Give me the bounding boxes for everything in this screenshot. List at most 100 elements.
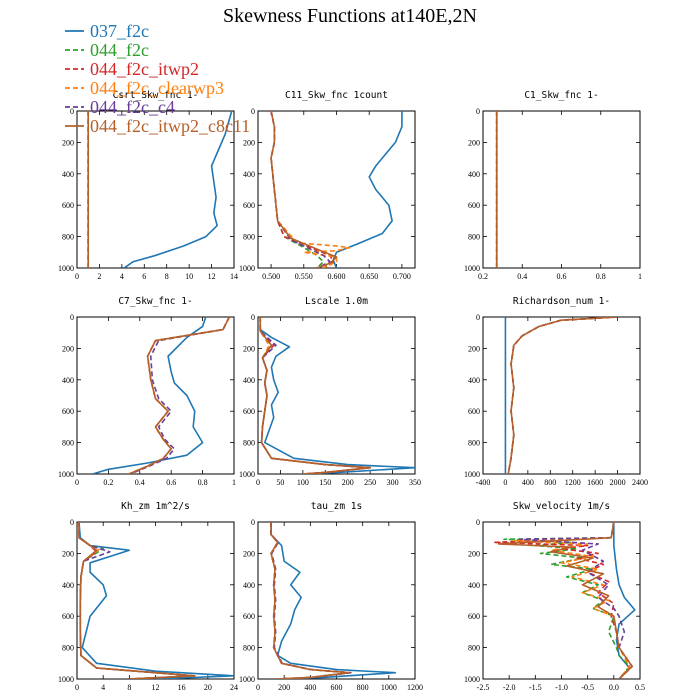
- y-tick-label: 400: [243, 170, 255, 179]
- y-tick-label: 600: [62, 612, 74, 621]
- y-tick-label: 1000: [58, 675, 74, 684]
- series-group: [78, 522, 234, 679]
- y-tick-label: 400: [468, 376, 480, 385]
- chart-panel: C11_Skw_fnc 1count 0 200 400 600 800 1000 0.500…: [239, 90, 416, 281]
- series-line: [259, 317, 415, 474]
- chart-panel: Skw_velocity 1m/s 0 200 400 600 800 1000-2.5 -2…: [464, 501, 645, 692]
- panel-title: C11_Skw_fnc 1count: [285, 90, 388, 101]
- x-tick-label: 0.700: [393, 272, 411, 281]
- y-tick-label: 0: [476, 107, 480, 116]
- x-tick-label: 350: [409, 478, 421, 487]
- y-tick-label: 400: [62, 170, 74, 179]
- y-tick-label: 400: [243, 581, 255, 590]
- y-tick-label: 400: [62, 376, 74, 385]
- series-line: [270, 522, 351, 679]
- y-tick-label: 400: [62, 581, 74, 590]
- series-line: [128, 317, 231, 474]
- series-line: [507, 317, 618, 474]
- x-tick-label: 0.4: [517, 272, 527, 281]
- series-group: [270, 111, 403, 268]
- series-line: [78, 522, 234, 679]
- x-tick-label: 0.550: [295, 272, 313, 281]
- legend-label: 044_f2c_itwp2_c8c11: [90, 116, 250, 136]
- series-group: [87, 111, 233, 268]
- y-tick-label: 800: [62, 644, 74, 653]
- series-line: [123, 111, 233, 268]
- panel-title: Kh_zm 1m^2/s: [121, 501, 190, 512]
- x-tick-label: 0: [256, 683, 260, 692]
- x-tick-label: 0.0: [609, 683, 619, 692]
- series-line: [507, 317, 618, 474]
- plot-frame: [482, 316, 641, 475]
- y-tick-label: 1000: [239, 264, 255, 273]
- x-tick-label: 0.5: [635, 683, 645, 692]
- series-line: [270, 522, 351, 679]
- x-tick-label: 800: [544, 478, 556, 487]
- series-group: [270, 522, 397, 679]
- x-tick-label: 0.2: [103, 478, 113, 487]
- legend-label: 037_f2c: [90, 21, 149, 41]
- plot-frame: [257, 316, 416, 475]
- x-tick-label: 200: [278, 683, 290, 692]
- y-tick-label: 600: [468, 612, 480, 621]
- x-tick-label: 0.6: [557, 272, 567, 281]
- series-line: [513, 522, 631, 679]
- y-tick-label: 400: [468, 170, 480, 179]
- legend: 037_f2c044_f2c044_f2c_itwp2044_f2c_clear…: [65, 21, 250, 136]
- y-tick-label: 600: [62, 201, 74, 210]
- y-tick-label: 1000: [239, 675, 255, 684]
- series-line: [270, 522, 351, 679]
- x-tick-label: 0.600: [328, 272, 346, 281]
- panel-title: Skw_velocity 1m/s: [513, 501, 610, 512]
- x-tick-label: 14: [230, 272, 238, 281]
- y-tick-label: 0: [476, 518, 480, 527]
- x-tick-label: 0: [256, 478, 260, 487]
- x-tick-label: -2.5: [477, 683, 490, 692]
- y-tick-label: 800: [243, 233, 255, 242]
- series-line: [92, 317, 207, 474]
- series-line: [130, 317, 231, 474]
- x-tick-label: 0: [75, 272, 79, 281]
- series-line: [78, 522, 196, 679]
- x-tick-label: 4: [120, 272, 124, 281]
- series-line: [270, 522, 351, 679]
- y-tick-label: 400: [468, 581, 480, 590]
- x-tick-label: 300: [387, 478, 399, 487]
- panel-title: C7_Skw_fnc 1-: [118, 296, 192, 307]
- y-tick-label: 200: [62, 549, 74, 558]
- x-tick-label: 0: [75, 478, 79, 487]
- legend-label: 044_f2c_itwp2: [90, 59, 199, 79]
- y-tick-label: 1000: [464, 675, 480, 684]
- y-tick-label: 800: [62, 233, 74, 242]
- y-tick-label: 1000: [239, 470, 255, 479]
- x-tick-label: -1.5: [529, 683, 542, 692]
- y-tick-label: 800: [468, 233, 480, 242]
- x-tick-label: 50: [276, 478, 284, 487]
- x-tick-label: 1200: [565, 478, 581, 487]
- series-line: [507, 317, 618, 474]
- x-tick-label: 1: [638, 272, 642, 281]
- plot-frame: [482, 521, 641, 680]
- series-line: [503, 522, 631, 679]
- x-tick-label: 600: [331, 683, 343, 692]
- x-tick-label: 1200: [407, 683, 423, 692]
- y-tick-label: 200: [468, 138, 480, 147]
- x-tick-label: -0.5: [581, 683, 594, 692]
- x-tick-label: 0.4: [135, 478, 145, 487]
- x-tick-label: 100: [297, 478, 309, 487]
- series-group: [504, 317, 618, 474]
- chart-panel: Richardson_num 1- 0 200 400 600 800 1000-400 0 4…: [464, 296, 648, 487]
- plot-frame: [76, 316, 235, 475]
- y-tick-label: 600: [243, 612, 255, 621]
- panel-title: tau_zm 1s: [311, 501, 362, 512]
- x-tick-label: 12: [152, 683, 160, 692]
- series-line: [270, 111, 338, 268]
- x-tick-label: 400: [522, 478, 534, 487]
- y-tick-label: 0: [251, 518, 255, 527]
- y-tick-label: 200: [62, 138, 74, 147]
- series-line: [270, 522, 352, 679]
- series-line: [270, 522, 397, 679]
